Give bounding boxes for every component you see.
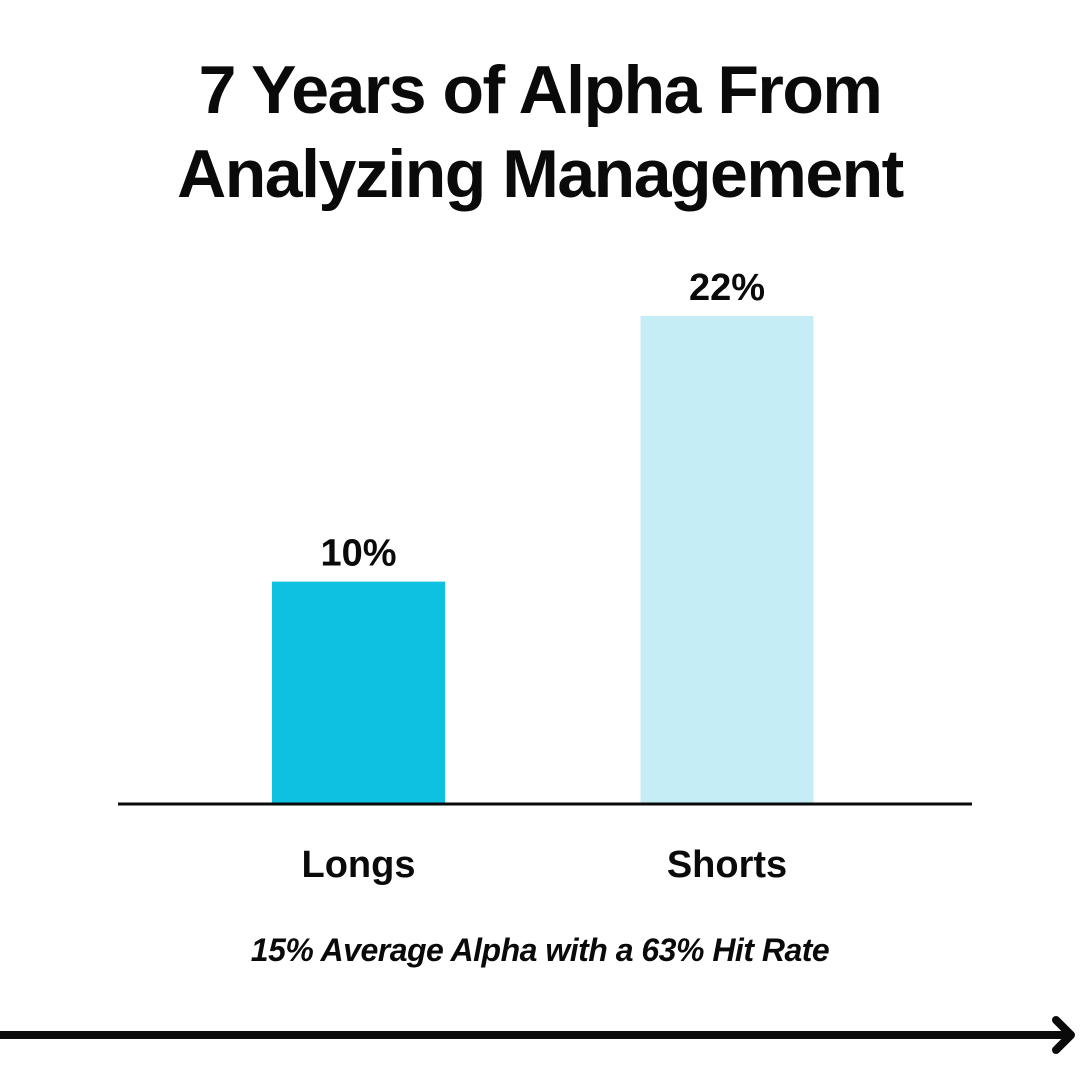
chart-title-line-2: Analyzing Management — [177, 136, 904, 212]
right-arrow-icon — [0, 1016, 1075, 1054]
category-label-longs: Longs — [302, 844, 416, 886]
data-label-longs: 10% — [320, 533, 396, 575]
bar-longs — [272, 581, 445, 803]
bar-shorts — [640, 316, 814, 803]
chart-title: 7 Years of Alpha From Analyzing Manageme… — [0, 48, 1080, 216]
data-label-shorts: 22% — [689, 267, 765, 309]
chart-subtitle: 15% Average Alpha with a 63% Hit Rate — [250, 932, 830, 968]
chart-title-line-1: 7 Years of Alpha From — [198, 52, 883, 128]
category-label-shorts: Shorts — [667, 844, 787, 886]
